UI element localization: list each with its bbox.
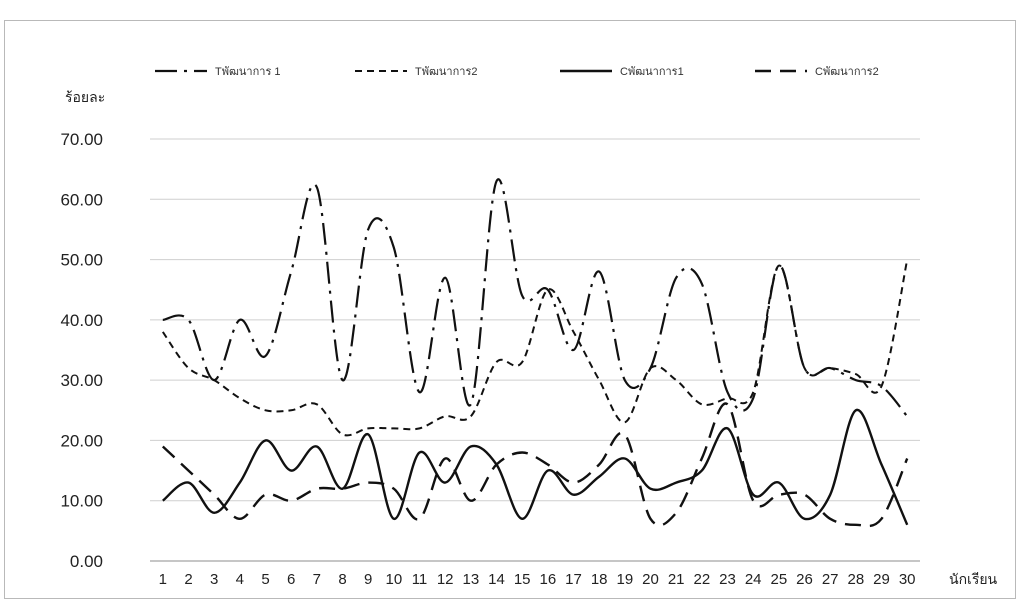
line-chart: 0.00 10.00 20.00 30.00 40.00 50.00 60.00 7 0.00 … [60, 66, 998, 588]
x-tick-label: 7 [313, 571, 321, 588]
x-tick-label: 10 [385, 571, 402, 588]
x-tick-label: 15 [514, 571, 531, 588]
y-tick-label: 60.00 [60, 190, 103, 209]
y-tick-label: 0.00 [70, 552, 103, 571]
x-tick-label: 23 [719, 571, 736, 588]
x-tick-label: 18 [591, 571, 608, 588]
legend-label: Tพัฒนาการ2 [415, 66, 477, 78]
series-line-1 [162, 178, 909, 418]
x-tick-label: 17 [565, 571, 582, 588]
x-tick-label: 16 [539, 571, 556, 588]
x-tick-label: 2 [184, 571, 192, 588]
series-line-2 [161, 259, 909, 437]
x-tick-label: 6 [287, 571, 295, 588]
x-tick-label: 30 [899, 571, 916, 588]
series-line-3 [162, 409, 909, 526]
series-lines [161, 178, 909, 528]
x-tick-label: 28 [847, 571, 864, 588]
x-tick-label: 22 [693, 571, 710, 588]
series-line-4 [161, 402, 909, 528]
y-tick-label: 70.00 [60, 130, 103, 149]
y-axis-title: ร้อยละ [65, 90, 105, 106]
y-tick-label: 20.00 [60, 431, 103, 450]
x-tick-label: 8 [338, 571, 346, 588]
x-tick-label: 27 [822, 571, 839, 588]
x-tick-label: 29 [873, 571, 890, 588]
x-tick-label: 9 [364, 571, 372, 588]
x-tick-label: 24 [745, 571, 762, 588]
y-tick-label: 50.00 [60, 251, 103, 270]
y-tick-label: 30.00 [60, 371, 103, 390]
x-tick-label: 13 [462, 571, 479, 588]
legend: Tพัฒนาการ 1 Tพัฒนาการ2 Cพัฒนาการ1 Cพัฒนาการ… [155, 66, 879, 78]
x-tick-label: 5 [261, 571, 269, 588]
x-tick-label: 21 [668, 571, 685, 588]
x-tick-label: 14 [488, 571, 505, 588]
x-tick-label: 26 [796, 571, 813, 588]
legend-label: Cพัฒนาการ1 [620, 66, 684, 78]
legend-label: Cพัฒนาการ2 [815, 66, 879, 78]
legend-label: Tพัฒนาการ 1 [215, 66, 281, 78]
x-tick-label: 25 [770, 571, 787, 588]
x-tick-label: 3 [210, 571, 218, 588]
x-tick-label: 20 [642, 571, 659, 588]
x-tick-label: 19 [616, 571, 633, 588]
chart-frame: 0.00 10.00 20.00 30.00 40.00 50.00 60.00 7 0.00 … [4, 20, 1016, 599]
x-axis-title: นักเรียน [949, 572, 998, 588]
y-tick-label: 40.00 [60, 311, 103, 330]
x-tick-label: 4 [236, 571, 244, 588]
x-tick-label: 1 [159, 571, 167, 588]
x-axis-ticks: 1 2 3 4 5 6 7 8 9 10 11 12 13 14 15 16 17 18 19 20 21 22 23 24 2… [159, 571, 916, 588]
y-tick-label: 10.00 [60, 492, 103, 511]
x-tick-label: 11 [412, 571, 428, 588]
y-axis-ticks: 0.00 10.00 20.00 30.00 40.00 50.00 60.00 70.00 [60, 130, 103, 571]
x-tick-label: 12 [437, 571, 454, 588]
